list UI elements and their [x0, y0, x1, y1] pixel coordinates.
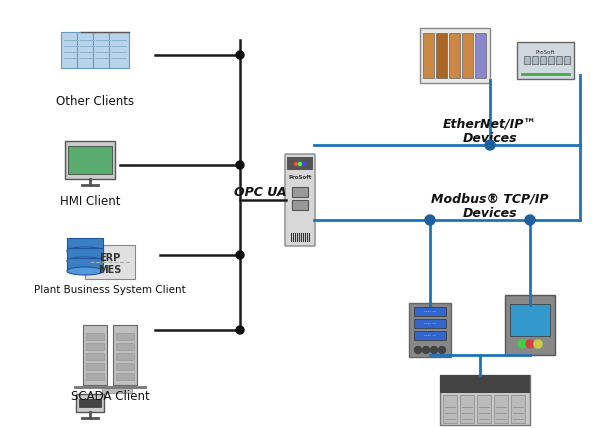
FancyBboxPatch shape: [292, 187, 308, 197]
Text: OPC UA: OPC UA: [234, 185, 286, 199]
FancyBboxPatch shape: [86, 353, 104, 360]
FancyBboxPatch shape: [517, 42, 574, 78]
FancyBboxPatch shape: [116, 333, 134, 340]
Circle shape: [236, 326, 244, 334]
FancyBboxPatch shape: [67, 258, 103, 272]
Ellipse shape: [67, 257, 103, 265]
FancyBboxPatch shape: [477, 395, 491, 423]
Circle shape: [526, 340, 534, 348]
Text: ---- --: ---- --: [424, 333, 436, 338]
Circle shape: [236, 51, 244, 59]
FancyBboxPatch shape: [563, 56, 569, 64]
FancyBboxPatch shape: [109, 32, 129, 68]
FancyBboxPatch shape: [414, 319, 446, 328]
FancyBboxPatch shape: [460, 395, 474, 423]
FancyBboxPatch shape: [440, 375, 530, 425]
FancyBboxPatch shape: [443, 395, 457, 423]
Text: ---- --: ---- --: [424, 309, 436, 314]
FancyBboxPatch shape: [68, 146, 112, 174]
FancyBboxPatch shape: [67, 238, 103, 252]
Circle shape: [425, 215, 435, 225]
FancyBboxPatch shape: [93, 32, 113, 68]
FancyBboxPatch shape: [505, 295, 555, 355]
Text: ProSoft: ProSoft: [535, 50, 555, 54]
FancyBboxPatch shape: [292, 200, 308, 210]
Circle shape: [302, 163, 305, 166]
FancyBboxPatch shape: [436, 33, 447, 77]
FancyBboxPatch shape: [449, 33, 460, 77]
FancyBboxPatch shape: [523, 56, 530, 64]
Text: EtherNet/IP™
Devices: EtherNet/IP™ Devices: [443, 117, 537, 145]
Circle shape: [236, 161, 244, 169]
FancyBboxPatch shape: [102, 387, 132, 393]
FancyBboxPatch shape: [67, 248, 103, 262]
FancyBboxPatch shape: [83, 325, 107, 385]
Text: HMI Client: HMI Client: [60, 195, 120, 208]
FancyBboxPatch shape: [414, 331, 446, 340]
FancyBboxPatch shape: [116, 353, 134, 360]
Circle shape: [295, 163, 298, 166]
FancyBboxPatch shape: [548, 56, 554, 64]
Text: Other Clients: Other Clients: [56, 95, 134, 108]
Ellipse shape: [67, 267, 103, 275]
Text: Modbus® TCP/IP
Devices: Modbus® TCP/IP Devices: [431, 192, 549, 220]
FancyBboxPatch shape: [65, 141, 115, 179]
Circle shape: [415, 347, 421, 354]
FancyBboxPatch shape: [414, 307, 446, 316]
FancyBboxPatch shape: [85, 245, 135, 279]
FancyBboxPatch shape: [494, 395, 508, 423]
FancyBboxPatch shape: [86, 343, 104, 350]
FancyBboxPatch shape: [116, 363, 134, 370]
Circle shape: [431, 347, 437, 354]
FancyBboxPatch shape: [76, 394, 104, 412]
Text: ---- --: ---- --: [424, 321, 436, 326]
FancyBboxPatch shape: [409, 303, 451, 357]
FancyBboxPatch shape: [77, 32, 97, 68]
FancyBboxPatch shape: [511, 395, 525, 423]
FancyBboxPatch shape: [113, 325, 137, 385]
FancyBboxPatch shape: [287, 157, 313, 170]
Text: Plant Business System Client: Plant Business System Client: [34, 285, 186, 295]
FancyBboxPatch shape: [539, 56, 545, 64]
FancyBboxPatch shape: [510, 304, 550, 336]
Circle shape: [236, 251, 244, 259]
Circle shape: [439, 347, 445, 354]
Text: SCADA Client: SCADA Client: [71, 390, 149, 403]
FancyBboxPatch shape: [440, 375, 530, 393]
Circle shape: [518, 340, 526, 348]
Text: ERP: ERP: [100, 253, 121, 263]
Text: ProSoft: ProSoft: [289, 175, 311, 179]
FancyBboxPatch shape: [116, 373, 134, 380]
FancyBboxPatch shape: [116, 343, 134, 350]
Ellipse shape: [67, 247, 103, 255]
FancyBboxPatch shape: [86, 373, 104, 380]
FancyBboxPatch shape: [86, 363, 104, 370]
FancyBboxPatch shape: [79, 399, 101, 407]
FancyBboxPatch shape: [285, 154, 315, 246]
Circle shape: [485, 140, 495, 150]
Circle shape: [525, 215, 535, 225]
Text: MES: MES: [98, 265, 122, 275]
FancyBboxPatch shape: [423, 33, 434, 77]
FancyBboxPatch shape: [475, 33, 486, 77]
Circle shape: [299, 163, 302, 166]
FancyBboxPatch shape: [556, 56, 562, 64]
FancyBboxPatch shape: [532, 56, 538, 64]
FancyBboxPatch shape: [86, 333, 104, 340]
Circle shape: [534, 340, 542, 348]
FancyBboxPatch shape: [462, 33, 473, 77]
FancyBboxPatch shape: [61, 32, 81, 68]
Circle shape: [422, 347, 430, 354]
FancyBboxPatch shape: [420, 27, 490, 83]
